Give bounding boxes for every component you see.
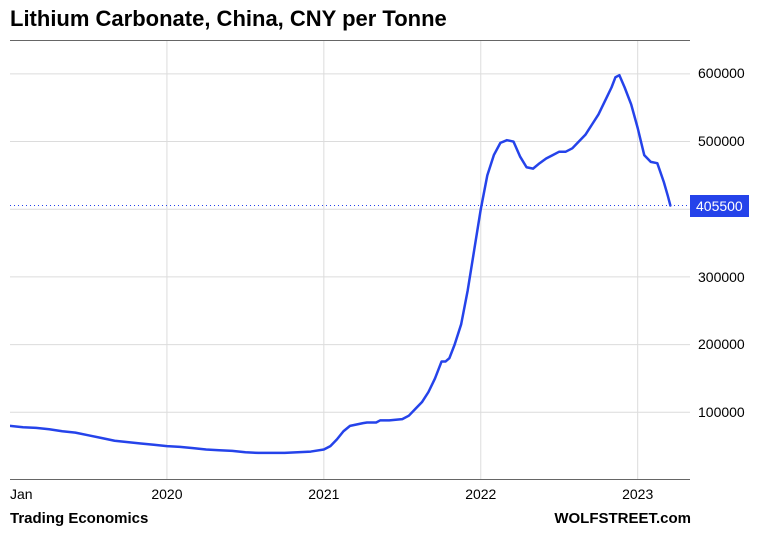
- source-right: WOLFSTREET.com: [554, 510, 691, 527]
- plot-area: [10, 40, 690, 480]
- y-tick-label: 200000: [698, 336, 745, 352]
- y-tick-label: 100000: [698, 404, 745, 420]
- x-tick-label: 2022: [465, 486, 496, 502]
- chart-svg: [10, 40, 690, 480]
- y-tick-label: 500000: [698, 133, 745, 149]
- y-tick-label: 300000: [698, 269, 745, 285]
- x-tick-label: 2023: [622, 486, 653, 502]
- chart-title: Lithium Carbonate, China, CNY per Tonne: [10, 6, 447, 32]
- price-chart: { "chart": { "type": "line", "title": "L…: [0, 0, 761, 538]
- x-tick-label: Jan: [10, 486, 33, 502]
- source-left: Trading Economics: [10, 510, 148, 527]
- x-tick-label: 2020: [151, 486, 182, 502]
- x-tick-label: 2021: [308, 486, 339, 502]
- current-value-flag: 405500: [690, 195, 749, 217]
- y-tick-label: 600000: [698, 65, 745, 81]
